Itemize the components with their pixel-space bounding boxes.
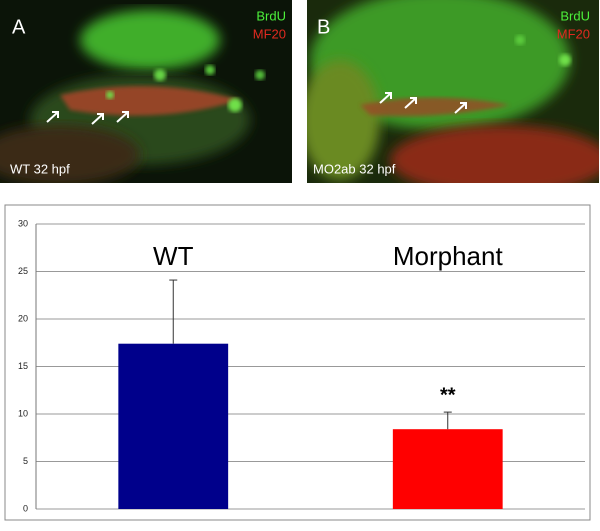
bar bbox=[118, 343, 229, 509]
bar bbox=[392, 429, 503, 509]
category-label: Morphant bbox=[393, 241, 504, 271]
y-tick-label: 10 bbox=[18, 408, 28, 418]
y-tick-label: 15 bbox=[18, 361, 28, 371]
y-tick-label: 25 bbox=[18, 266, 28, 276]
micrograph-a bbox=[0, 0, 292, 183]
panel-letter: A bbox=[12, 16, 26, 38]
category-label: WT bbox=[153, 241, 194, 271]
y-tick-label: 20 bbox=[18, 313, 28, 323]
micrograph-b bbox=[307, 0, 599, 183]
stain-label: BrdU bbox=[560, 8, 590, 23]
y-tick-label: 30 bbox=[18, 218, 28, 228]
panel-letter: B bbox=[317, 16, 330, 38]
stain-label: MF20 bbox=[253, 26, 286, 41]
panel-label: WT 32 hpf bbox=[10, 161, 70, 176]
y-tick-label: 5 bbox=[23, 456, 28, 466]
y-tick-label: 0 bbox=[23, 503, 28, 513]
significance-mark: ** bbox=[440, 384, 456, 406]
panel-label: MO2ab 32 hpf bbox=[313, 161, 396, 176]
stain-label: MF20 bbox=[557, 26, 590, 41]
stain-label: BrdU bbox=[256, 8, 286, 23]
